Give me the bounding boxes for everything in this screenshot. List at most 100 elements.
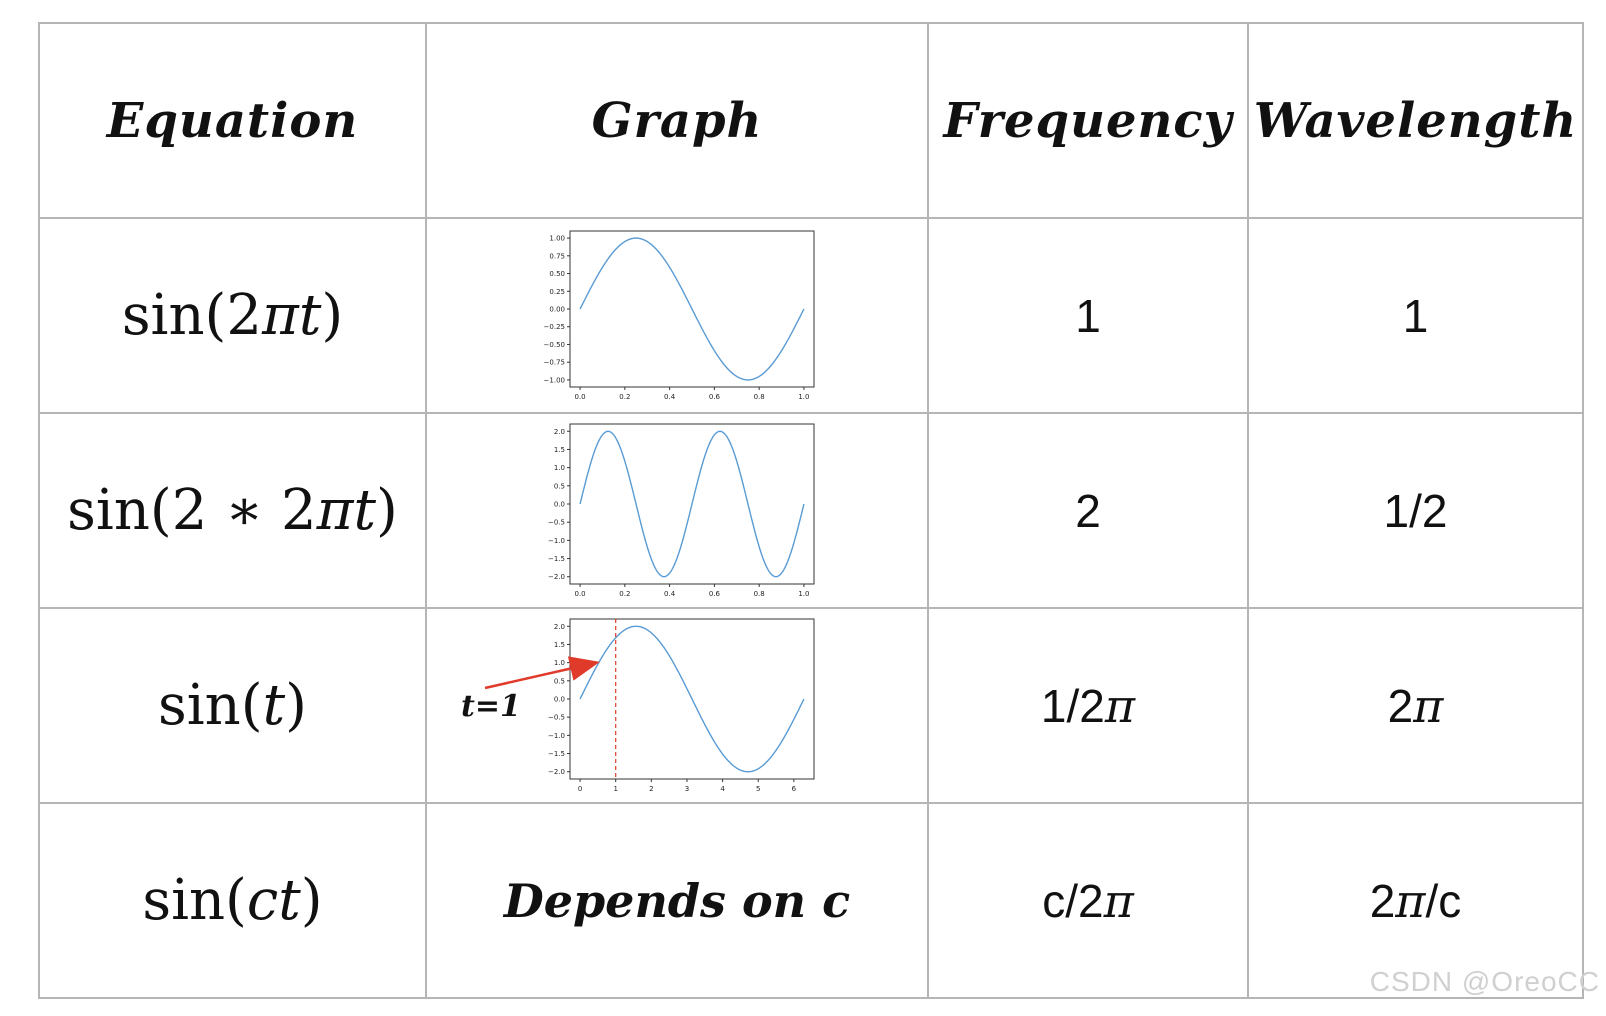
t1-annotation: t=1 — [461, 689, 521, 724]
header-equation: Equation — [106, 92, 359, 149]
y-tick-label: 0.00 — [549, 305, 565, 313]
header-cell-wavelength: Wavelength — [1247, 22, 1584, 219]
equation: sin(2πt) — [122, 283, 343, 348]
sine-plot-1: 1.00 0.75 0.50 0.25 0.00 −0.25 −0.50 −0.75 −1.00… — [544, 230, 815, 401]
header-cell-frequency: Frequency — [927, 22, 1249, 219]
graph-cell: 1.00 0.75 0.50 0.25 0.00 −0.25 −0.50 −0.75 −1.00… — [425, 217, 929, 414]
y-tick-label: 0.50 — [549, 270, 565, 278]
wavelength-cell: 2π/c — [1247, 802, 1584, 999]
y-tick-label: 0.5 — [554, 677, 565, 685]
frequency-value: 1 — [1075, 289, 1101, 342]
frequency-text: c/2 — [1042, 874, 1104, 927]
x-tick-label: 1 — [613, 785, 617, 793]
sine-curve — [579, 430, 805, 577]
watermark: CSDN @OreoCC — [1369, 966, 1600, 997]
y-tick-label: 1.5 — [554, 640, 565, 648]
equation-text: sin(2 — [121, 283, 263, 348]
frequency-value: 2 — [1075, 484, 1101, 537]
equation-cell: sin(2πt) — [38, 217, 427, 414]
wavelength-value: 2π/c — [1369, 873, 1462, 928]
sine-curve — [579, 625, 805, 772]
equation-close: ) — [300, 868, 323, 933]
equation-close: ) — [285, 673, 307, 738]
equation-text: sin(2 ∗ 2 — [67, 478, 317, 543]
y-tick-label: 0.75 — [549, 252, 565, 260]
y-tick-label: 0.0 — [554, 695, 565, 703]
x-tick-label: 0.6 — [709, 393, 721, 401]
table-row: sin(2πt) 1.00 0.75 0.50 0.25 0.00 −0.25 −0.50 −… — [38, 217, 1584, 414]
equation-cell: sin(2 ∗ 2πt) — [38, 412, 427, 609]
graph-cell: 2.0 1.5 1.0 0.5 0.0 −0.5 −1.0 −1.5 −2.0 0.0 0.2 0.4… — [425, 412, 929, 609]
x-tick-label: 5 — [756, 785, 760, 793]
pi-symbol: π — [1104, 678, 1136, 733]
graph-cell: Depends on c — [425, 802, 929, 999]
y-tick-label: −2.0 — [548, 768, 565, 776]
y-tick-label: −0.5 — [548, 713, 565, 721]
wavelength-cell: 1 — [1247, 217, 1584, 414]
x-tick-label: 0.8 — [754, 393, 765, 401]
equation: sin(2 ∗ 2πt) — [67, 478, 398, 543]
y-tick-label: −1.0 — [548, 731, 565, 739]
y-tick-label: −1.00 — [544, 376, 565, 384]
sine-plot-2: 2.0 1.5 1.0 0.5 0.0 −0.5 −1.0 −1.5 −2.0 0.0 0.2 0.4… — [548, 423, 815, 598]
graph-cell: t=1 2.0 1.5 1.0 0.5 0.0 −0.5 −1.0 −1.5 −2.0 0 1 2 3 4… — [425, 607, 929, 804]
x-tick-label: 1.0 — [798, 590, 809, 598]
wavelength-cell: 2π — [1247, 607, 1584, 804]
x-tick-label: 1.0 — [798, 393, 809, 401]
pi-symbol: π — [1395, 873, 1426, 928]
x-tick-label: 0.8 — [754, 590, 765, 598]
equation-close: ) — [375, 478, 398, 543]
x-tick-label: 0.4 — [664, 590, 676, 598]
y-tick-label: −1.0 — [548, 536, 565, 544]
y-tick-label: 0.5 — [554, 482, 565, 490]
frequency-cell: 1 — [927, 217, 1249, 414]
wavelength-value: 1/2 — [1383, 484, 1448, 537]
header-graph: Graph — [591, 92, 763, 149]
equation-variable: ct — [246, 868, 301, 933]
x-tick-label: 0.2 — [619, 590, 630, 598]
frequency-cell: 2 — [927, 412, 1249, 609]
equation-cell: sin(ct) — [38, 802, 427, 999]
wavelength-text: 2 — [1369, 874, 1396, 927]
sine-plot-3: 2.0 1.5 1.0 0.5 0.0 −0.5 −1.0 −1.5 −2.0 0 1 2 3 4 5 6 — [548, 618, 815, 793]
y-tick-label: 1.5 — [554, 445, 565, 453]
x-tick-label: 0.2 — [619, 393, 630, 401]
y-tick-label: 0.25 — [549, 287, 565, 295]
wavelength-suffix: /c — [1425, 874, 1462, 927]
x-tick-label: 4 — [720, 785, 725, 793]
y-tick-label: −1.5 — [548, 555, 565, 563]
equation-variable: πt — [316, 478, 376, 543]
equation: sin(ct) — [142, 868, 322, 933]
x-tick-label: 3 — [685, 785, 689, 793]
equation-text: sin( — [158, 673, 263, 738]
frequency-text: 1/2 — [1040, 679, 1105, 732]
wavelength-cell: 1/2 — [1247, 412, 1584, 609]
frequency-value: c/2π — [1042, 873, 1134, 928]
frequency-cell: 1/2π — [927, 607, 1249, 804]
y-tick-label: 1.0 — [554, 659, 565, 667]
sine-comparison-table: Equation Graph Frequency Wavelength sin(… — [38, 22, 1584, 999]
equation-cell: sin(t) — [38, 607, 427, 804]
pi-symbol: π — [1413, 678, 1444, 733]
y-tick-label: −1.5 — [548, 750, 565, 758]
pi-symbol: π — [1103, 873, 1134, 928]
sine-curve — [579, 236, 805, 381]
equation-variable: πt — [262, 283, 322, 348]
y-tick-label: 1.0 — [554, 464, 565, 472]
x-tick-label: 0.6 — [709, 590, 721, 598]
y-tick-label: −0.50 — [544, 340, 565, 348]
header-row: Equation Graph Frequency Wavelength — [38, 22, 1584, 219]
y-tick-label: 2.0 — [554, 622, 565, 630]
equation: sin(t) — [158, 673, 307, 738]
equation-close: ) — [321, 283, 344, 348]
table-row: sin(ct) Depends on c c/2π 2π/c — [38, 802, 1584, 999]
y-tick-label: −0.5 — [548, 518, 565, 526]
frequency-value: 1/2π — [1040, 678, 1136, 733]
header-frequency: Frequency — [943, 92, 1233, 149]
x-tick-label: 0.4 — [664, 393, 676, 401]
y-tick-label: −0.25 — [544, 323, 565, 331]
equation-text: sin( — [142, 868, 247, 933]
x-tick-label: 0.0 — [575, 590, 586, 598]
y-tick-label: −2.0 — [548, 573, 565, 581]
y-tick-label: 0.0 — [554, 500, 565, 508]
